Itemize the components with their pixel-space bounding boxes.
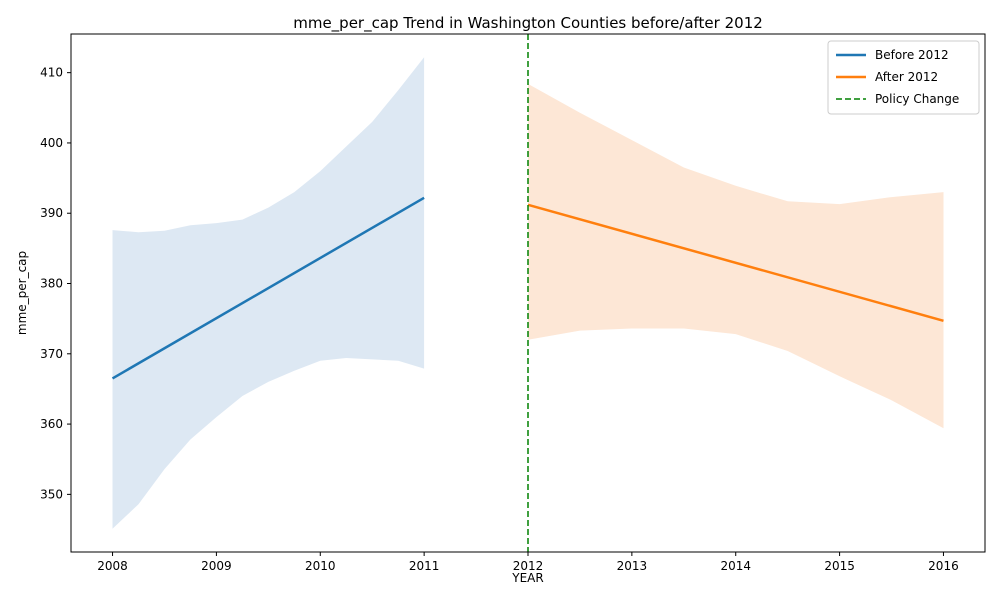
x-tick-label: 2013 bbox=[617, 559, 648, 573]
y-tick-label: 360 bbox=[40, 417, 63, 431]
y-axis-label: mme_per_cap bbox=[15, 251, 29, 335]
x-axis: 2008 2009 2010 2011 2012 2013 2014 2015 2016 bbox=[97, 552, 959, 573]
y-tick-label: 390 bbox=[40, 206, 63, 220]
y-axis: 350 360 370 380 390 400 410 bbox=[40, 66, 71, 501]
y-tick-label: 400 bbox=[40, 136, 63, 150]
legend: Before 2012 After 2012 Policy Change bbox=[827, 40, 980, 115]
x-tick-label: 2011 bbox=[409, 559, 440, 573]
y-tick-label: 380 bbox=[40, 277, 63, 291]
series-line-2 bbox=[527, 203, 944, 323]
chart-title: mme_per_cap Trend in Washington Counties… bbox=[293, 14, 763, 33]
confidence-bands bbox=[112, 57, 944, 529]
x-tick-label: 2010 bbox=[305, 559, 336, 573]
x-tick-label: 2014 bbox=[720, 559, 751, 573]
x-tick-label: 2009 bbox=[201, 559, 232, 573]
confidence-band-1 bbox=[112, 57, 425, 529]
legend-label-1: Before 2012 bbox=[875, 48, 949, 62]
x-axis-label: YEAR bbox=[511, 571, 543, 585]
confidence-band-2 bbox=[528, 83, 944, 429]
y-tick-label: 410 bbox=[40, 66, 63, 80]
series-line-1 bbox=[111, 196, 425, 380]
x-tick-label: 2008 bbox=[97, 559, 128, 573]
y-tick-label: 370 bbox=[40, 347, 63, 361]
trend-lines bbox=[111, 196, 944, 380]
x-tick-label: 2016 bbox=[928, 559, 959, 573]
x-tick-label: 2012 bbox=[513, 559, 544, 573]
legend-box bbox=[827, 40, 980, 115]
legend-label-2: After 2012 bbox=[875, 70, 938, 84]
x-tick-label: 2015 bbox=[824, 559, 855, 573]
y-tick-label: 350 bbox=[40, 487, 63, 501]
legend-label-3: Policy Change bbox=[875, 92, 959, 106]
